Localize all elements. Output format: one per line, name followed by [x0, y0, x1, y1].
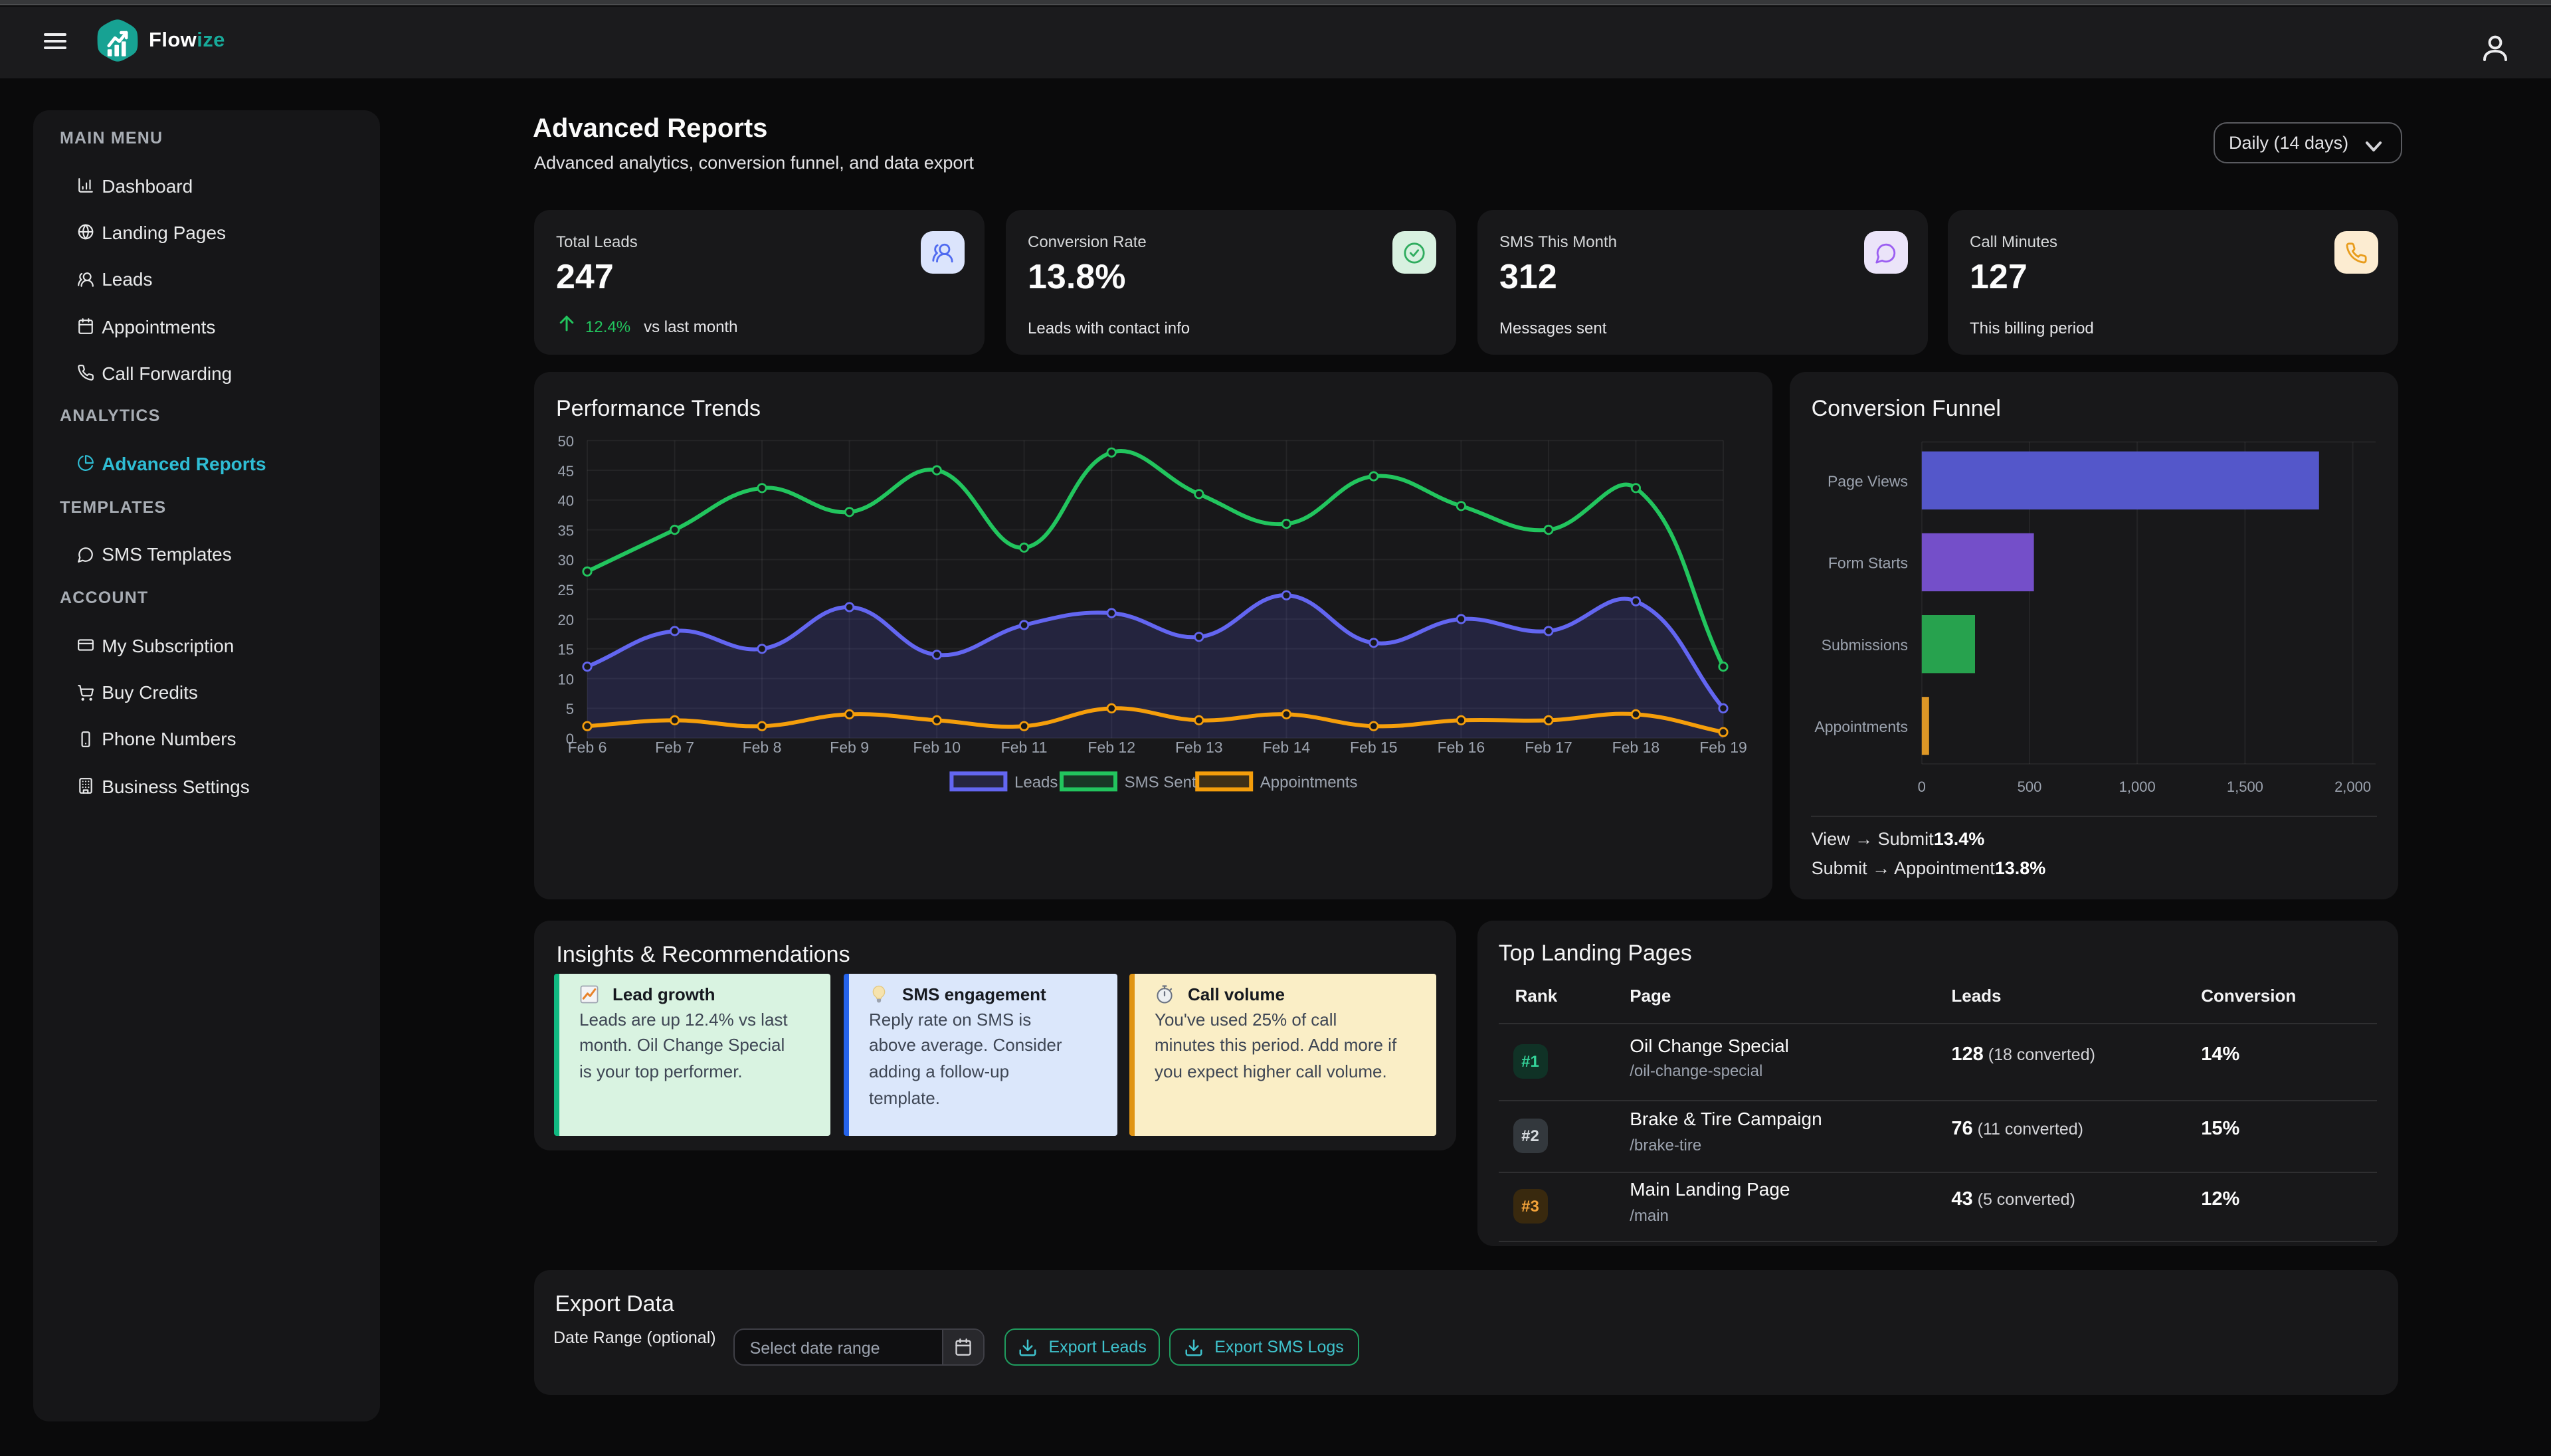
svg-text:Leads: Leads	[1014, 774, 1058, 792]
svg-text:30: 30	[558, 552, 574, 569]
svg-text:Feb 9: Feb 9	[830, 739, 869, 756]
svg-text:10: 10	[558, 671, 574, 687]
svg-text:45: 45	[558, 463, 574, 480]
svg-text:Feb 7: Feb 7	[655, 739, 694, 756]
svg-text:Feb 8: Feb 8	[743, 739, 782, 756]
svg-text:Feb 10: Feb 10	[913, 739, 961, 756]
svg-text:Submissions: Submissions	[1822, 636, 1908, 654]
svg-text:Feb 12: Feb 12	[1087, 739, 1135, 756]
svg-text:Feb 11: Feb 11	[1001, 739, 1048, 756]
svg-text:Appointments: Appointments	[1814, 718, 1908, 735]
svg-text:2,000: 2,000	[2334, 778, 2371, 795]
svg-text:1,000: 1,000	[2119, 778, 2156, 795]
svg-text:20: 20	[558, 612, 574, 628]
svg-text:Form Starts: Form Starts	[1828, 555, 1908, 572]
svg-text:1,500: 1,500	[2227, 778, 2263, 795]
svg-text:Feb 18: Feb 18	[1612, 739, 1660, 756]
svg-text:15: 15	[558, 642, 574, 658]
svg-text:40: 40	[558, 493, 574, 509]
svg-text:Feb 6: Feb 6	[568, 739, 607, 756]
svg-text:Feb 14: Feb 14	[1263, 739, 1311, 756]
svg-text:25: 25	[558, 582, 574, 598]
svg-text:50: 50	[558, 433, 574, 450]
svg-text:0: 0	[1918, 778, 1926, 795]
svg-text:Feb 19: Feb 19	[1699, 739, 1747, 756]
svg-text:SMS Sent: SMS Sent	[1125, 774, 1196, 792]
svg-text:500: 500	[2018, 778, 2042, 795]
svg-text:Page Views: Page Views	[1828, 472, 1908, 490]
svg-text:Feb 16: Feb 16	[1438, 739, 1485, 756]
svg-text:Appointments: Appointments	[1260, 774, 1358, 792]
svg-text:5: 5	[566, 701, 574, 717]
svg-text:0: 0	[566, 731, 574, 747]
svg-text:Feb 15: Feb 15	[1350, 739, 1398, 756]
svg-text:Feb 17: Feb 17	[1525, 739, 1572, 756]
svg-text:35: 35	[558, 522, 574, 539]
svg-text:Feb 13: Feb 13	[1175, 739, 1223, 756]
